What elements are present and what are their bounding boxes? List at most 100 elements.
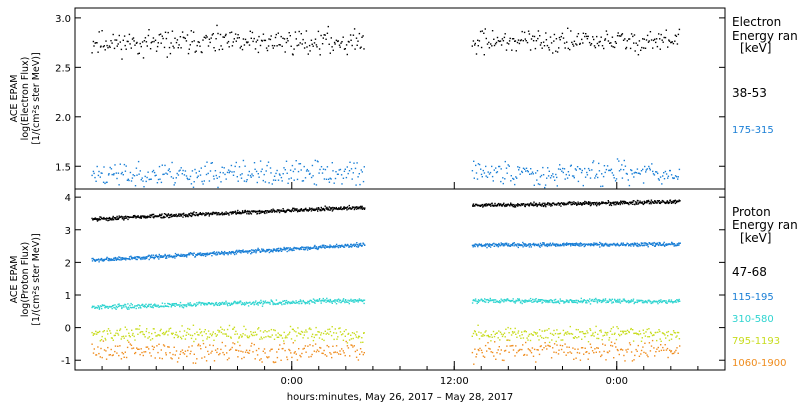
data-point [664,202,667,205]
data-point [630,169,632,171]
data-point [119,259,121,261]
data-point [343,170,346,172]
data-point [491,336,493,338]
data-point [317,246,320,248]
data-point [475,172,478,174]
data-point [472,246,474,248]
data-point [173,303,175,305]
data-point [252,40,254,43]
data-point [197,214,199,217]
data-point [478,204,481,207]
data-point [289,302,291,305]
data-point [296,211,299,213]
data-point [492,330,495,333]
data-point [168,216,170,219]
data-point [315,351,318,353]
data-point [660,349,663,352]
data-point [256,303,258,305]
data-point [561,170,563,172]
data-point [211,255,213,257]
data-point [201,51,203,54]
data-point [510,203,512,206]
data-point [304,208,306,210]
data-point [248,251,250,253]
data-point [114,39,116,41]
data-point [527,335,530,337]
data-point [152,256,154,259]
data-point [329,352,331,354]
data-point [522,246,524,248]
data-point [617,203,619,205]
data-point [570,243,572,245]
data-point [552,334,555,336]
data-point [351,245,353,247]
data-point [257,173,259,175]
data-point [115,39,118,41]
data-point [171,303,173,305]
data-point [120,305,122,307]
data-point [230,337,232,339]
data-point [632,300,634,302]
data-point [123,304,125,307]
data-point [642,346,644,348]
data-point [569,299,572,301]
data-point [245,180,248,183]
data-point [259,330,262,332]
data-point [559,168,562,171]
data-point [100,216,102,218]
data-point [234,251,236,254]
data-point [672,177,674,179]
data-point [177,336,179,339]
data-point [175,177,177,179]
data-point [625,46,628,49]
data-point [515,345,517,347]
data-point [523,203,525,205]
data-point [590,299,593,302]
data-point [348,207,350,210]
data-point [517,330,520,332]
data-point [281,180,283,182]
data-point [347,301,349,303]
data-point [199,302,201,304]
data-point [628,330,630,333]
data-point [181,254,184,257]
data-point [248,349,251,352]
data-point [214,333,216,335]
data-point [303,47,306,49]
data-point [482,299,485,302]
data-point [124,217,126,219]
data-point [292,300,294,302]
data-point [663,172,665,174]
data-point [530,246,532,248]
data-point [562,167,564,170]
data-point [517,332,519,334]
data-point [332,345,334,347]
data-point [257,247,259,250]
data-point [337,245,339,247]
data-point [503,359,505,362]
data-point [130,302,132,305]
data-point [114,258,117,260]
data-point [128,341,130,343]
data-point [508,243,510,245]
data-point [345,299,347,302]
data-point [485,203,487,205]
data-point [176,254,179,257]
data-point [320,332,323,334]
data-point [529,204,531,206]
data-point [125,259,127,261]
data-point [160,349,162,351]
data-point [601,243,603,245]
data-point [127,178,129,180]
data-point [519,39,522,42]
data-point [615,301,617,303]
data-point [549,36,552,38]
data-point [604,298,607,300]
data-point [199,213,201,215]
data-point [533,184,535,186]
data-point [478,349,480,352]
data-point [355,245,358,248]
data-point [275,303,277,305]
data-point [656,202,658,204]
data-point [129,258,131,261]
